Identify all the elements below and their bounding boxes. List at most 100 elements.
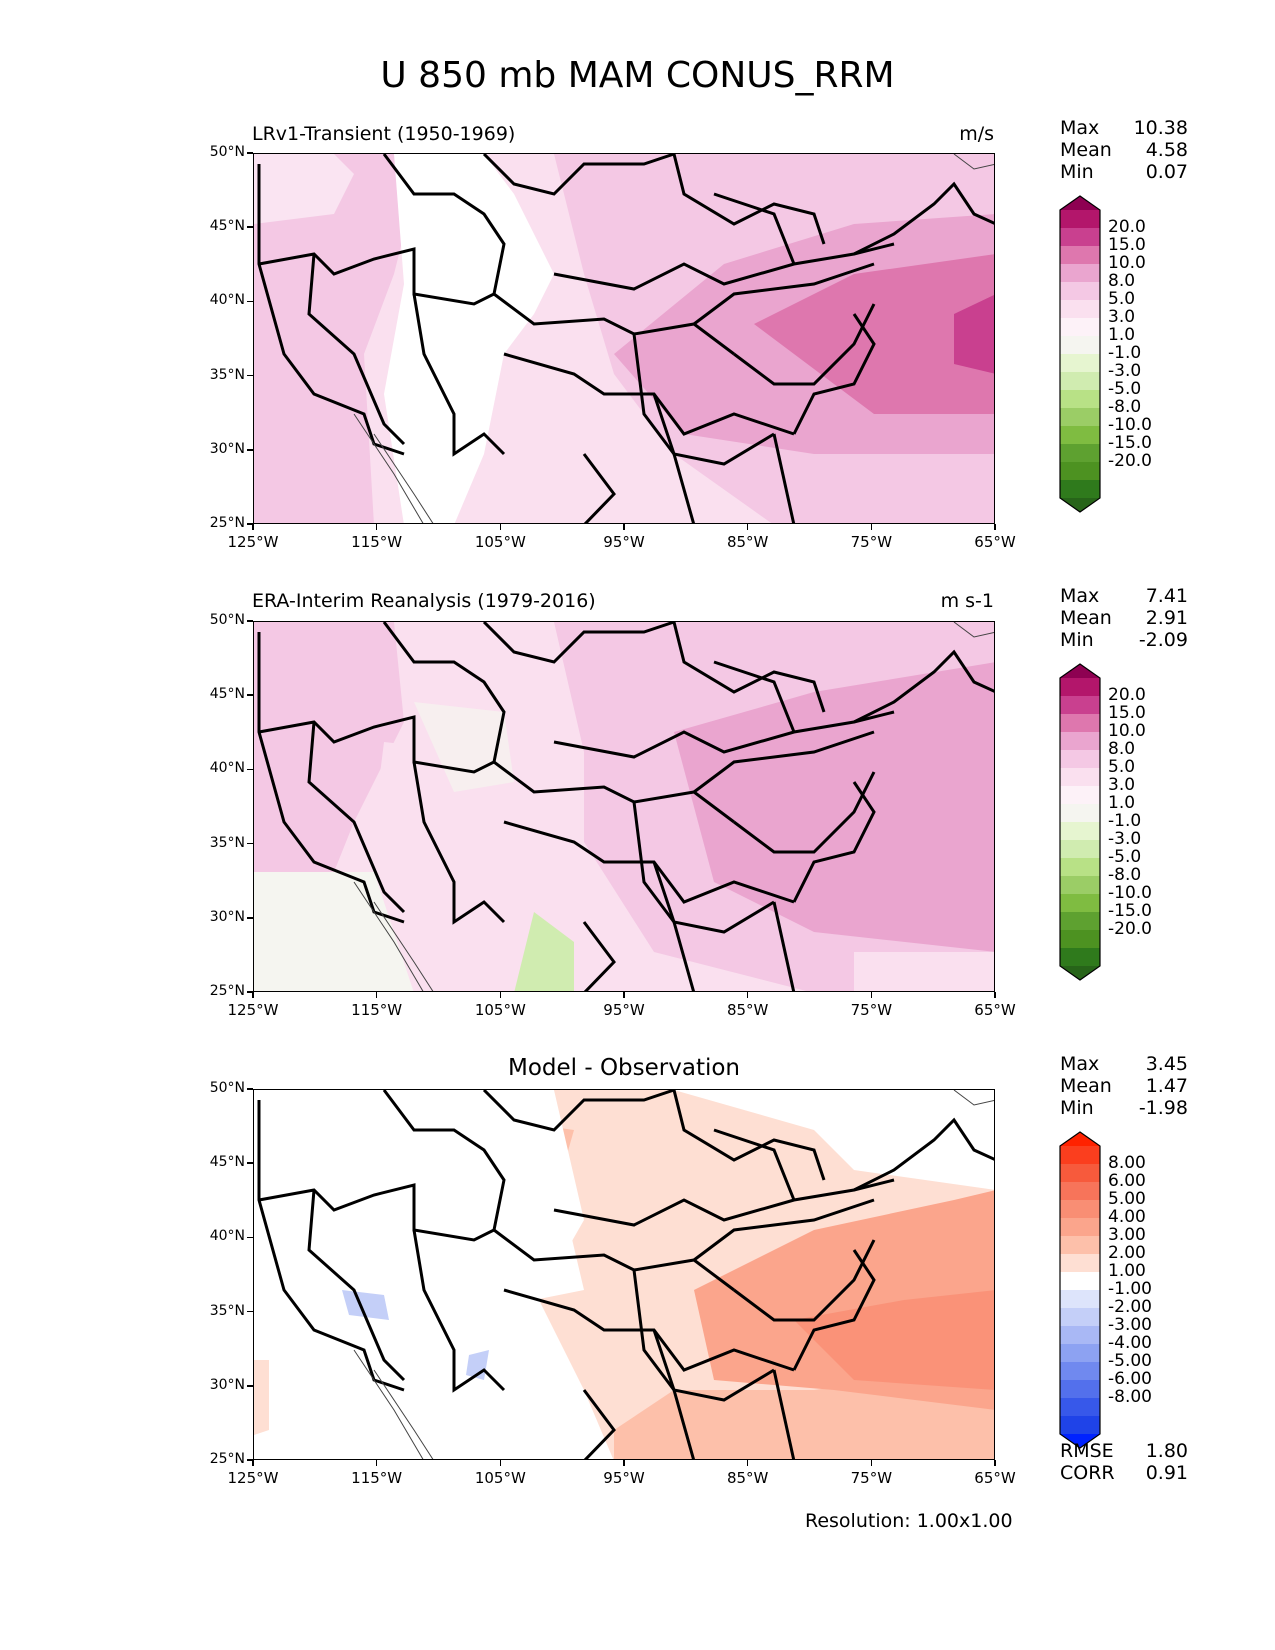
stat-max-label: Max <box>1060 117 1100 139</box>
colorbar-segment <box>1060 678 1100 697</box>
colorbar-segment <box>1060 1416 1100 1435</box>
lon-tick-mark <box>252 1460 254 1466</box>
rmse-label: RMSE <box>1060 1440 1114 1462</box>
stat-max-label: Max <box>1060 1053 1100 1075</box>
colorbar-segment <box>1060 1308 1100 1327</box>
colorbar-segment <box>1060 480 1100 499</box>
colorbar-tick-label: -15.0 <box>1108 901 1152 921</box>
panel-model-units: m/s <box>959 123 994 145</box>
colorbar-segment <box>1060 228 1100 247</box>
colorbar-segment <box>1060 1362 1100 1381</box>
lon-tick-mark <box>252 524 254 530</box>
colorbar-tick-label: -3.0 <box>1108 361 1142 381</box>
colorbar-segment <box>1060 768 1100 787</box>
colorbar-tick-label: 20.0 <box>1108 685 1146 705</box>
stat-min-label: Min <box>1060 1097 1094 1119</box>
colorbar-segment <box>1060 696 1100 715</box>
colorbar-segment <box>1060 1146 1100 1165</box>
lon-tick-mark <box>994 524 996 530</box>
colorbar-tick-label: -10.0 <box>1108 883 1152 903</box>
lat-tick-mark <box>247 842 253 845</box>
colorbar-segment <box>1060 390 1100 409</box>
colorbar-segment <box>1060 804 1100 823</box>
panel-model-map <box>253 153 995 524</box>
resolution-label: Resolution: 1.00x1.00 <box>805 1510 1013 1532</box>
colorbar-segment <box>1060 372 1100 391</box>
lon-tick-label: 65°W <box>974 533 1016 551</box>
colorbar-tick-label: -8.0 <box>1108 397 1142 417</box>
lon-tick-mark <box>623 524 625 530</box>
lon-tick-mark <box>870 992 873 998</box>
lon-tick-label: 65°W <box>974 1469 1016 1487</box>
lat-tick-label: 50°N <box>209 144 245 160</box>
panel-observation-title: ERA-Interim Reanalysis (1979-2016) <box>252 590 596 612</box>
colorbar-segment <box>1060 444 1100 463</box>
lon-tick-mark <box>994 992 996 998</box>
panel-difference-title: Model - Observation <box>507 1055 741 1081</box>
lat-tick-mark <box>247 620 253 622</box>
panel-difference-stats: Max 3.45 Mean 1.47 Min -1.98 <box>1060 1053 1188 1119</box>
lon-tick-label: 75°W <box>850 1469 893 1487</box>
stat-mean-value: 1.47 <box>1145 1075 1188 1097</box>
stat-min-value: -2.09 <box>1138 629 1188 651</box>
lon-tick-label: 125°W <box>227 533 279 551</box>
lon-tick-mark <box>499 992 502 998</box>
lat-tick-label: 50°N <box>209 612 245 628</box>
lat-tick-mark <box>247 768 253 771</box>
colorbar-tick-label: -4.00 <box>1108 1333 1152 1353</box>
stat-max-label: Max <box>1060 585 1100 607</box>
stat-min-label: Min <box>1060 161 1094 183</box>
colorbar-tick-label: 8.0 <box>1108 739 1136 759</box>
colorbar-tick-label: 4.00 <box>1108 1207 1146 1227</box>
colorbar-extend-max <box>1060 1132 1100 1146</box>
panel-difference-map <box>253 1089 995 1460</box>
rmse-value: 1.80 <box>1145 1440 1188 1462</box>
colorbar-segment <box>1060 1272 1100 1291</box>
lon-tick-label: 85°W <box>726 533 769 551</box>
lat-tick-mark <box>247 1385 253 1387</box>
colorbar-tick-label: 1.00 <box>1108 1261 1146 1281</box>
lat-tick-mark <box>247 374 253 377</box>
colorbar-segment <box>1060 1182 1100 1201</box>
colorbar-tick-label: 20.0 <box>1108 217 1146 237</box>
lat-tick-label: 35°N <box>209 366 245 383</box>
panel-observation-colorbar-labels: 20.0 15.0 10.0 8.0 5.0 3.0 1.0 -1.0 -3.0 -5.0 -8.0… <box>1108 686 1152 938</box>
stat-max-value: 7.41 <box>1145 585 1188 607</box>
lat-tick-mark <box>247 226 253 228</box>
stat-max-value: 10.38 <box>1133 117 1188 139</box>
lat-tick-label: 30°N <box>209 908 245 925</box>
colorbar-segment <box>1060 336 1100 355</box>
stat-max-value: 3.45 <box>1145 1053 1188 1075</box>
colorbar-segment <box>1060 1290 1100 1309</box>
colorbar-tick-label: -1.00 <box>1108 1279 1152 1299</box>
colorbar-tick-label: 1.0 <box>1108 325 1136 345</box>
colorbar-segment <box>1060 858 1100 877</box>
colorbar-tick-label: 1.0 <box>1108 793 1136 813</box>
lat-tick-mark <box>247 694 253 696</box>
colorbar-segment <box>1060 462 1100 481</box>
lat-tick-label: 30°N <box>209 440 245 457</box>
stat-mean-value: 2.91 <box>1145 607 1188 629</box>
lat-tick-label: 35°N <box>209 834 245 851</box>
colorbar-tick-label: -6.00 <box>1108 1369 1152 1389</box>
colorbar-tick-label: 5.00 <box>1108 1189 1146 1209</box>
lon-tick-label: 95°W <box>603 1469 645 1487</box>
lat-tick-label: 45°N <box>209 218 245 235</box>
colorbar-tick-label: -20.0 <box>1108 451 1152 471</box>
panel-model-colorbar-labels: 20.0 15.0 10.0 8.0 5.0 3.0 1.0 -1.0 -3.0 -5.0 -8.0… <box>1108 218 1152 470</box>
colorbar-segment <box>1060 1200 1100 1219</box>
colorbar-tick-label: -5.0 <box>1108 847 1142 867</box>
colorbar-segment <box>1060 426 1100 445</box>
colorbar-segment <box>1060 354 1100 373</box>
lon-tick-label: 95°W <box>603 1001 645 1019</box>
colorbar-tick-label: 15.0 <box>1108 235 1146 255</box>
lat-tick-mark <box>247 449 253 451</box>
colorbar-tick-label: -3.00 <box>1108 1315 1152 1335</box>
stat-min-value: 0.07 <box>1145 161 1188 183</box>
lat-tick-label: 40°N <box>209 1228 245 1245</box>
colorbar-svg <box>1059 195 1101 513</box>
lon-tick-label: 75°W <box>850 533 893 551</box>
lat-tick-mark <box>247 917 253 919</box>
lon-tick-mark <box>252 992 254 998</box>
colorbar-tick-label: 10.0 <box>1108 721 1146 741</box>
